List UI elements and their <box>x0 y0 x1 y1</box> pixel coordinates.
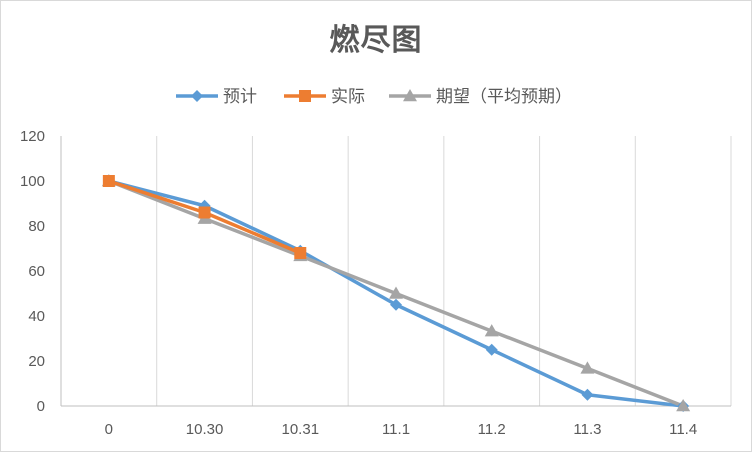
data-point-marker <box>484 324 499 337</box>
data-point-marker <box>294 247 307 259</box>
y-tick-label: 40 <box>28 308 45 325</box>
data-point-marker <box>102 175 115 187</box>
data-point-marker <box>390 298 402 311</box>
chart-title: 燃尽图 <box>329 23 423 58</box>
legend-marker <box>403 89 417 102</box>
legend-label: 实际 <box>331 87 365 107</box>
x-tick-label: 0 <box>105 421 113 438</box>
legend-label: 期望（平均预期） <box>436 87 572 107</box>
data-point-marker <box>485 343 498 356</box>
x-tick-label: 11.2 <box>478 421 506 438</box>
y-tick-label: 60 <box>28 263 45 280</box>
legend-marker <box>299 90 311 102</box>
x-tick-label: 10.30 <box>186 421 224 438</box>
legend-marker <box>191 90 203 102</box>
data-point-marker <box>580 361 595 374</box>
x-tick-label: 11.4 <box>669 421 697 438</box>
y-tick-label: 20 <box>28 353 45 370</box>
y-tick-label: 0 <box>37 398 45 415</box>
x-tick-label: 11.1 <box>382 421 410 438</box>
y-tick-label: 80 <box>28 218 45 235</box>
y-tick-label: 100 <box>20 173 45 190</box>
data-point-marker <box>581 388 594 401</box>
data-point-marker <box>676 399 691 412</box>
data-point-marker <box>198 206 211 219</box>
y-tick-label: 120 <box>20 128 45 145</box>
legend-label: 预计 <box>223 87 257 107</box>
x-tick-label: 10.31 <box>282 421 320 438</box>
x-tick-label: 11.3 <box>573 421 601 438</box>
data-point-marker <box>389 286 403 299</box>
